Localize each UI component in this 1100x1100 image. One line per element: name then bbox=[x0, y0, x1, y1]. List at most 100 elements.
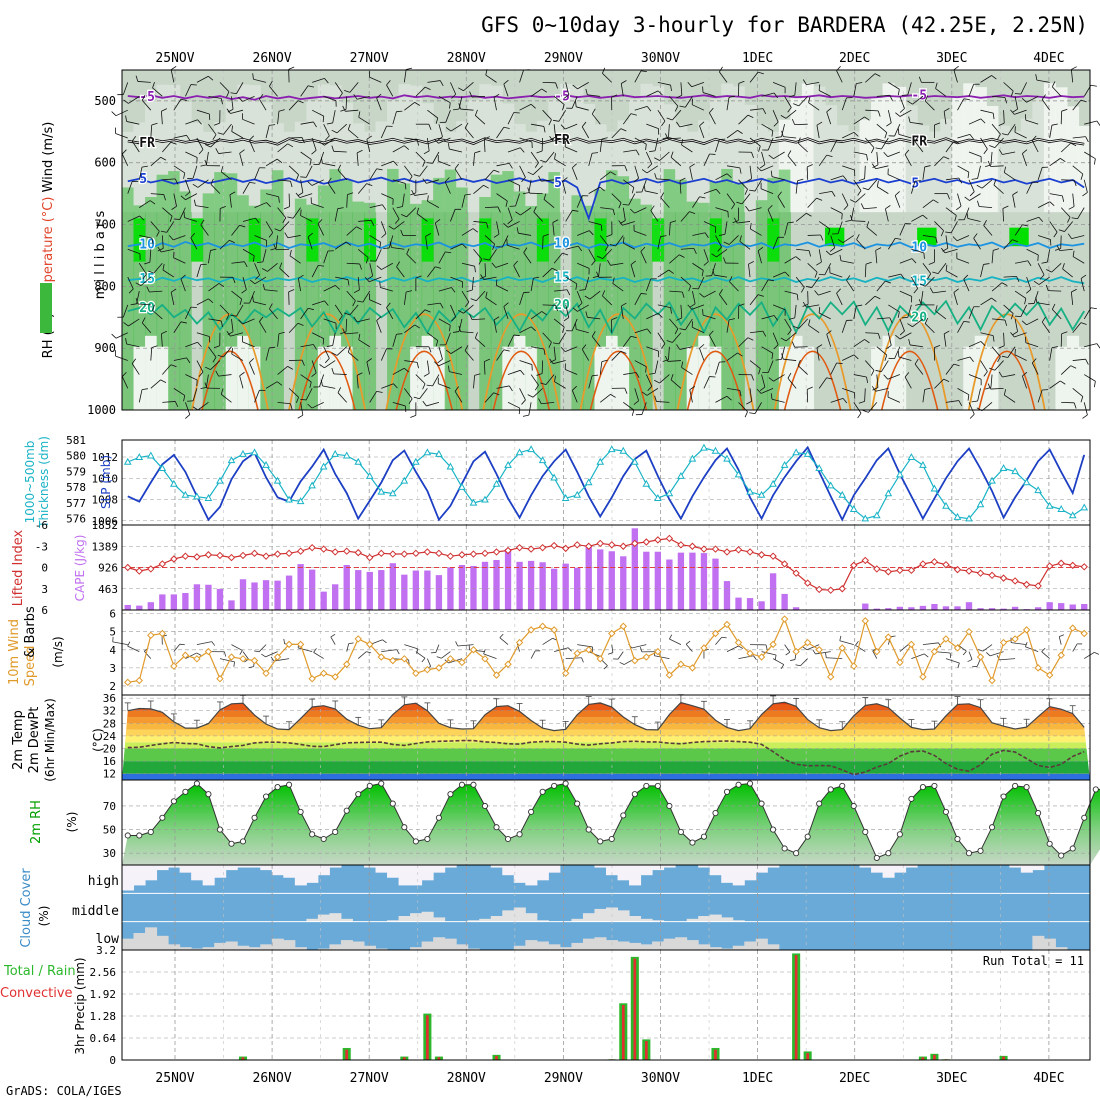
thickness-point bbox=[930, 484, 939, 492]
wind-barb-feather bbox=[352, 300, 356, 307]
wind-barb bbox=[667, 137, 681, 140]
wind-barb-feather bbox=[458, 310, 464, 314]
wind-barb bbox=[602, 248, 613, 259]
wind-barb bbox=[709, 112, 716, 125]
rh-band-dry bbox=[824, 105, 838, 213]
wind-barb-feather bbox=[588, 230, 594, 236]
wind-barb bbox=[784, 222, 789, 236]
cape-bar bbox=[251, 582, 258, 610]
wind-barb-feather bbox=[943, 108, 950, 112]
wind-barb bbox=[659, 374, 670, 384]
pressure-tick-label: 600 bbox=[94, 156, 116, 170]
wind-barb bbox=[738, 114, 749, 125]
wind-barb bbox=[366, 361, 371, 375]
rh-band-bl-dry bbox=[513, 335, 526, 410]
wind-barb-feather bbox=[534, 384, 539, 391]
wind-barb-feather bbox=[599, 186, 605, 192]
wind-barb bbox=[230, 109, 244, 114]
wind-barb bbox=[657, 81, 671, 86]
wind-barb-feather bbox=[215, 148, 219, 154]
wind-barb-feather bbox=[853, 132, 859, 137]
wind-barb bbox=[748, 264, 751, 278]
wind-barb-feather bbox=[515, 211, 521, 216]
cape-bar bbox=[931, 604, 938, 610]
wind-barb-feather bbox=[1054, 248, 1061, 251]
wind-barb bbox=[669, 254, 680, 264]
cape-bar bbox=[862, 603, 869, 610]
wind-barb bbox=[877, 186, 889, 194]
wind-barb-feather bbox=[1061, 108, 1068, 112]
wind-barb bbox=[738, 179, 748, 190]
wind-barb bbox=[943, 111, 947, 125]
rh-point bbox=[770, 826, 777, 833]
wind-barb-feather bbox=[123, 322, 129, 327]
wind-barb-feather bbox=[836, 288, 841, 294]
wind-barb bbox=[292, 207, 301, 219]
surface-wind-barb-feather bbox=[421, 657, 426, 663]
rh-point bbox=[885, 850, 892, 857]
wind-barb bbox=[784, 96, 792, 108]
wind-barb-feather bbox=[572, 307, 578, 312]
wind-barb-feather bbox=[856, 82, 863, 84]
wind-barb bbox=[386, 307, 394, 320]
wind-barb-feather bbox=[983, 148, 988, 155]
surface-wind-barb bbox=[357, 651, 367, 659]
wind-barb bbox=[669, 290, 683, 293]
wind-barb bbox=[937, 263, 947, 274]
cape-bar bbox=[942, 606, 950, 610]
wind-barb bbox=[432, 151, 440, 164]
wind-barb-feather bbox=[200, 219, 205, 226]
wind-barb-feather bbox=[746, 178, 752, 182]
wind-barb-feather bbox=[266, 202, 271, 208]
cloud-label: Cloud Cover bbox=[19, 868, 34, 948]
wind-barb bbox=[173, 235, 186, 241]
wind-barb bbox=[196, 360, 204, 373]
wind-barb-feather bbox=[478, 259, 483, 265]
surface-wind-barb-feather bbox=[248, 666, 254, 669]
wind-barb bbox=[589, 290, 601, 300]
wind-barb-feather bbox=[610, 394, 616, 398]
wind-barb-feather bbox=[577, 245, 583, 252]
temp-tick-label: 28 bbox=[103, 717, 116, 730]
wind-barb bbox=[715, 173, 728, 181]
wind-barb bbox=[507, 147, 521, 153]
wind-barb bbox=[1003, 110, 1005, 124]
thickness-point bbox=[216, 476, 224, 484]
wind-barb bbox=[162, 401, 176, 403]
cape-bar bbox=[159, 594, 166, 610]
thickness-point bbox=[803, 449, 812, 457]
wind-barb-feather bbox=[773, 92, 778, 99]
wind-barb-feather bbox=[451, 316, 457, 322]
wind-barb bbox=[127, 276, 134, 290]
temp-band bbox=[122, 723, 1090, 730]
wind-barb bbox=[249, 139, 255, 153]
cloud-unit: (%) bbox=[37, 906, 51, 927]
wind-barb bbox=[841, 97, 847, 111]
wind-barb bbox=[501, 235, 509, 248]
wind-barb-feather bbox=[183, 395, 186, 402]
wind-barb-feather bbox=[797, 359, 801, 366]
cape-bar bbox=[1011, 606, 1019, 610]
surface-wind-barb-feather bbox=[619, 661, 625, 665]
wind-barb-feather bbox=[252, 73, 254, 80]
wind-barb bbox=[161, 248, 174, 253]
wind-barb bbox=[161, 111, 163, 125]
wind-barb-feather bbox=[787, 372, 792, 379]
li-tick-label: 6 bbox=[41, 604, 48, 617]
surface-wind-barb-feather bbox=[254, 650, 260, 653]
wind-barb bbox=[599, 171, 611, 181]
thickness-point bbox=[412, 457, 420, 465]
wind-barb-feather bbox=[631, 409, 635, 416]
rh-band-dry bbox=[859, 119, 872, 213]
rh-point bbox=[977, 847, 984, 854]
rh-band-moist bbox=[179, 191, 192, 410]
wind-barb-feather bbox=[435, 340, 439, 347]
wind-barb-feather bbox=[668, 269, 674, 274]
wind-barb bbox=[933, 290, 947, 294]
wind-barb-feather bbox=[555, 82, 558, 89]
rh-point bbox=[136, 832, 143, 839]
wind-barb bbox=[219, 82, 230, 92]
wind-barb bbox=[983, 225, 993, 236]
wind-barb bbox=[842, 387, 855, 393]
rh-point bbox=[677, 828, 684, 835]
